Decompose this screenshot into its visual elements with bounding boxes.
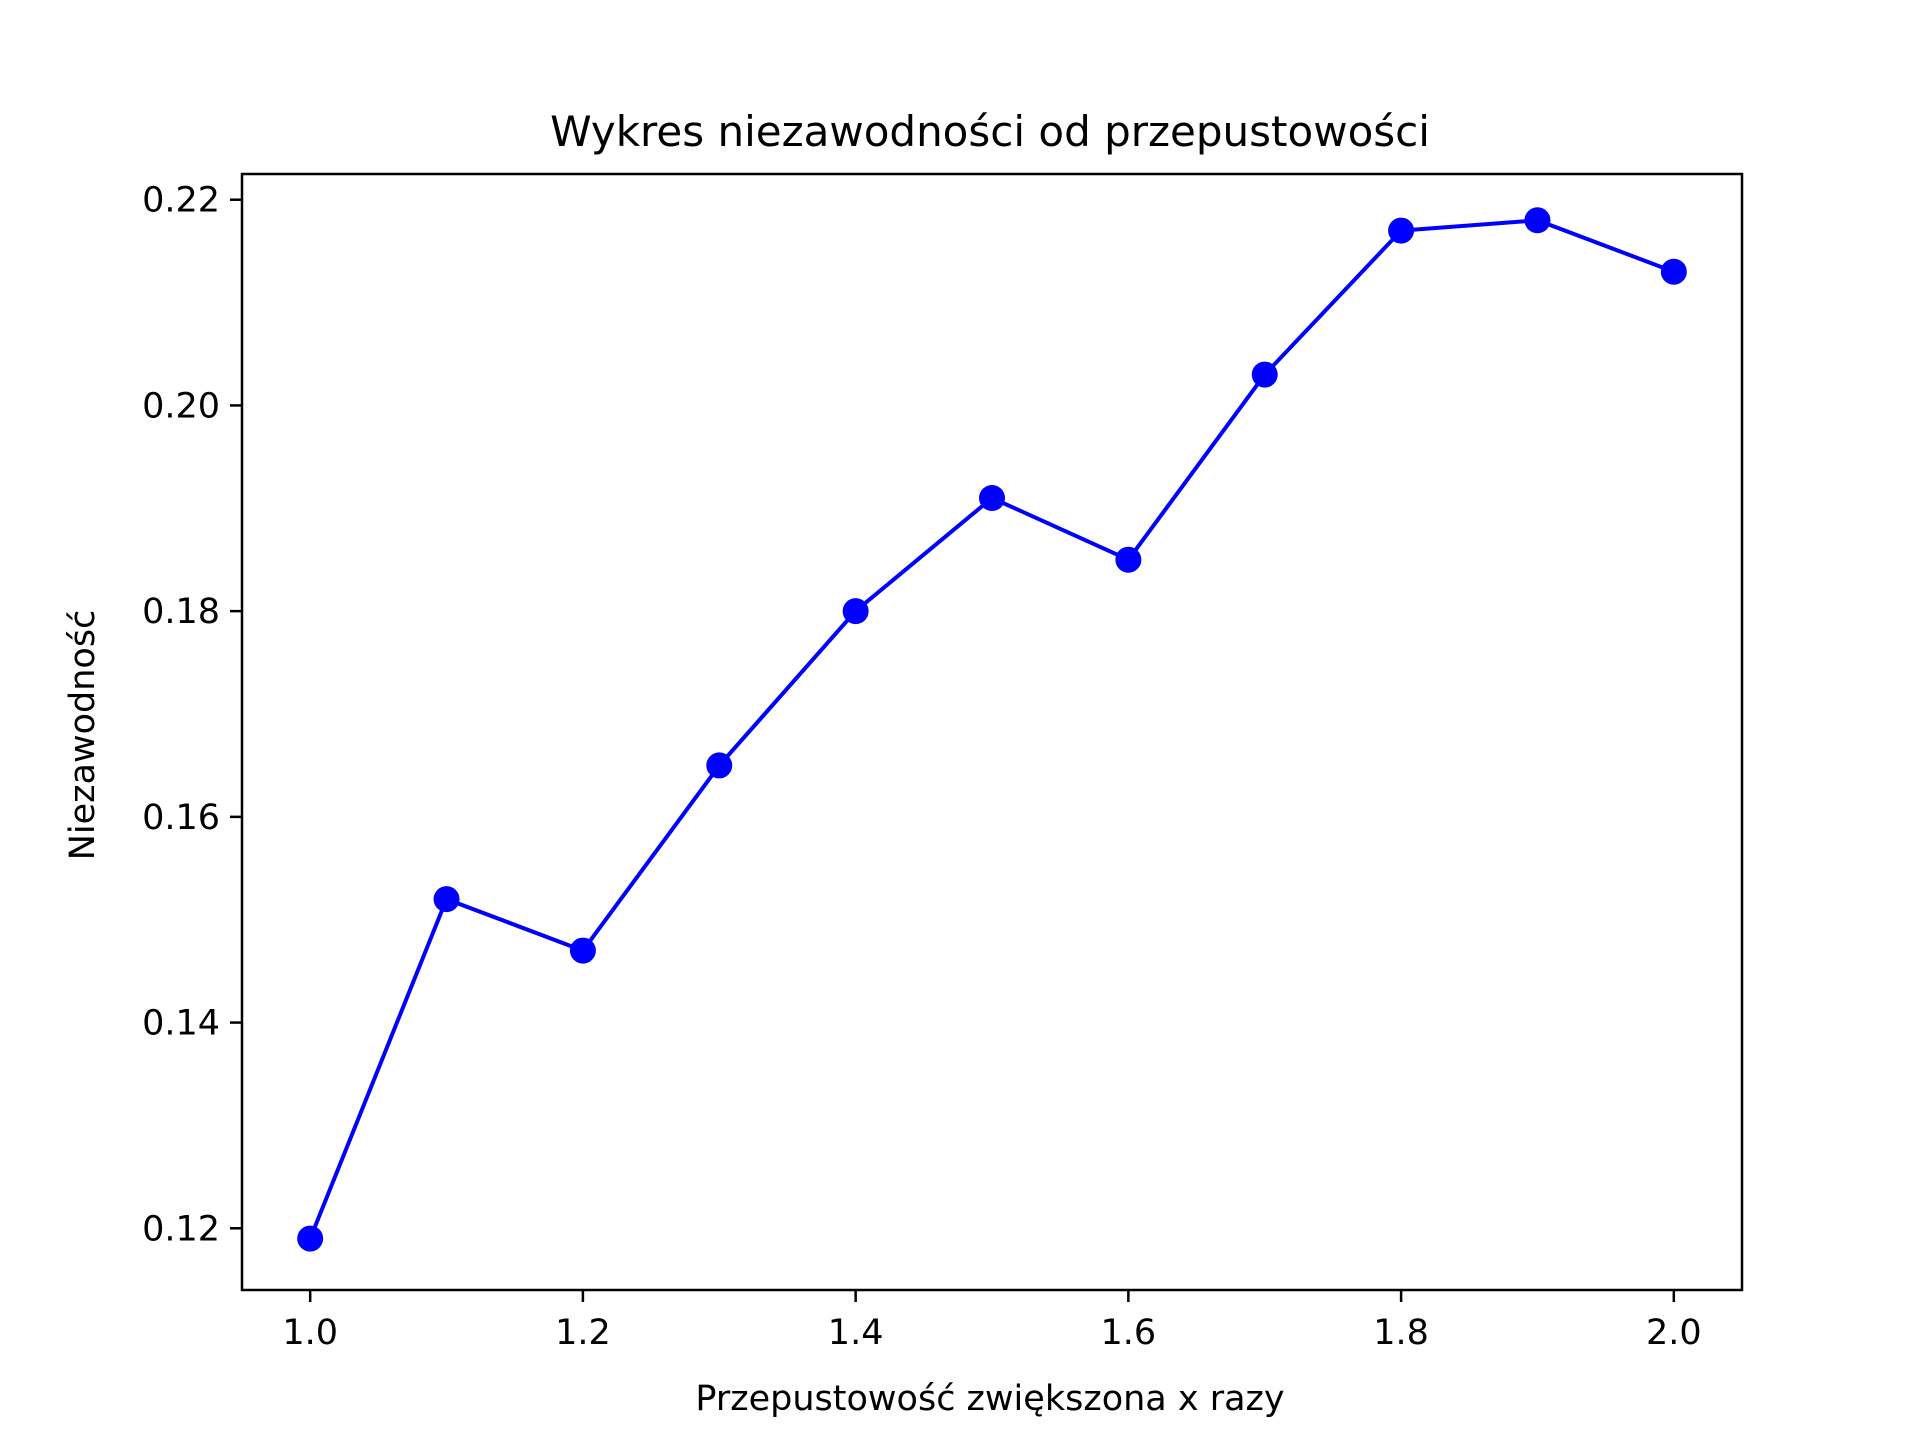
data-point	[706, 752, 733, 779]
data-point	[1524, 207, 1551, 234]
data-point	[569, 937, 596, 964]
data-point	[1115, 546, 1142, 573]
x-tick-label: 1.8	[1373, 1313, 1429, 1353]
data-point	[297, 1225, 324, 1252]
data-point	[433, 886, 460, 913]
data-point	[1388, 217, 1415, 244]
x-tick-label: 1.0	[282, 1313, 338, 1353]
x-tick-label: 1.2	[555, 1313, 611, 1353]
x-tick-label: 1.4	[828, 1313, 884, 1353]
y-tick-label: 0.18	[142, 592, 220, 632]
data-point	[979, 485, 1005, 511]
y-tick-label: 0.12	[142, 1209, 220, 1249]
data-point	[842, 598, 869, 625]
y-axis-title: Niezawodność	[63, 610, 103, 861]
y-tick-label: 0.20	[142, 386, 220, 426]
x-tick-label: 1.6	[1101, 1313, 1157, 1353]
chart-title: Wykres niezawodności od przepustowości	[550, 107, 1430, 156]
x-tick-label: 2.0	[1646, 1313, 1702, 1353]
data-point	[1251, 361, 1278, 388]
x-axis-ticks: 1.0 1.2 1.4 1.6 1.8 2.0	[282, 1290, 1702, 1353]
data-point	[1660, 258, 1687, 285]
y-tick-label: 0.14	[142, 1004, 220, 1044]
x-axis-title: Przepustowość zwiększona x razy	[695, 1379, 1284, 1419]
y-axis-ticks: 0.12 0.14 0.16 0.18 0.20 0.22	[142, 181, 242, 1249]
y-tick-label: 0.16	[142, 798, 220, 838]
plot-area	[240, 172, 1744, 1292]
axes-frame	[240, 172, 1744, 1292]
y-tick-label: 0.22	[142, 181, 220, 221]
series-layer	[297, 207, 1687, 1252]
